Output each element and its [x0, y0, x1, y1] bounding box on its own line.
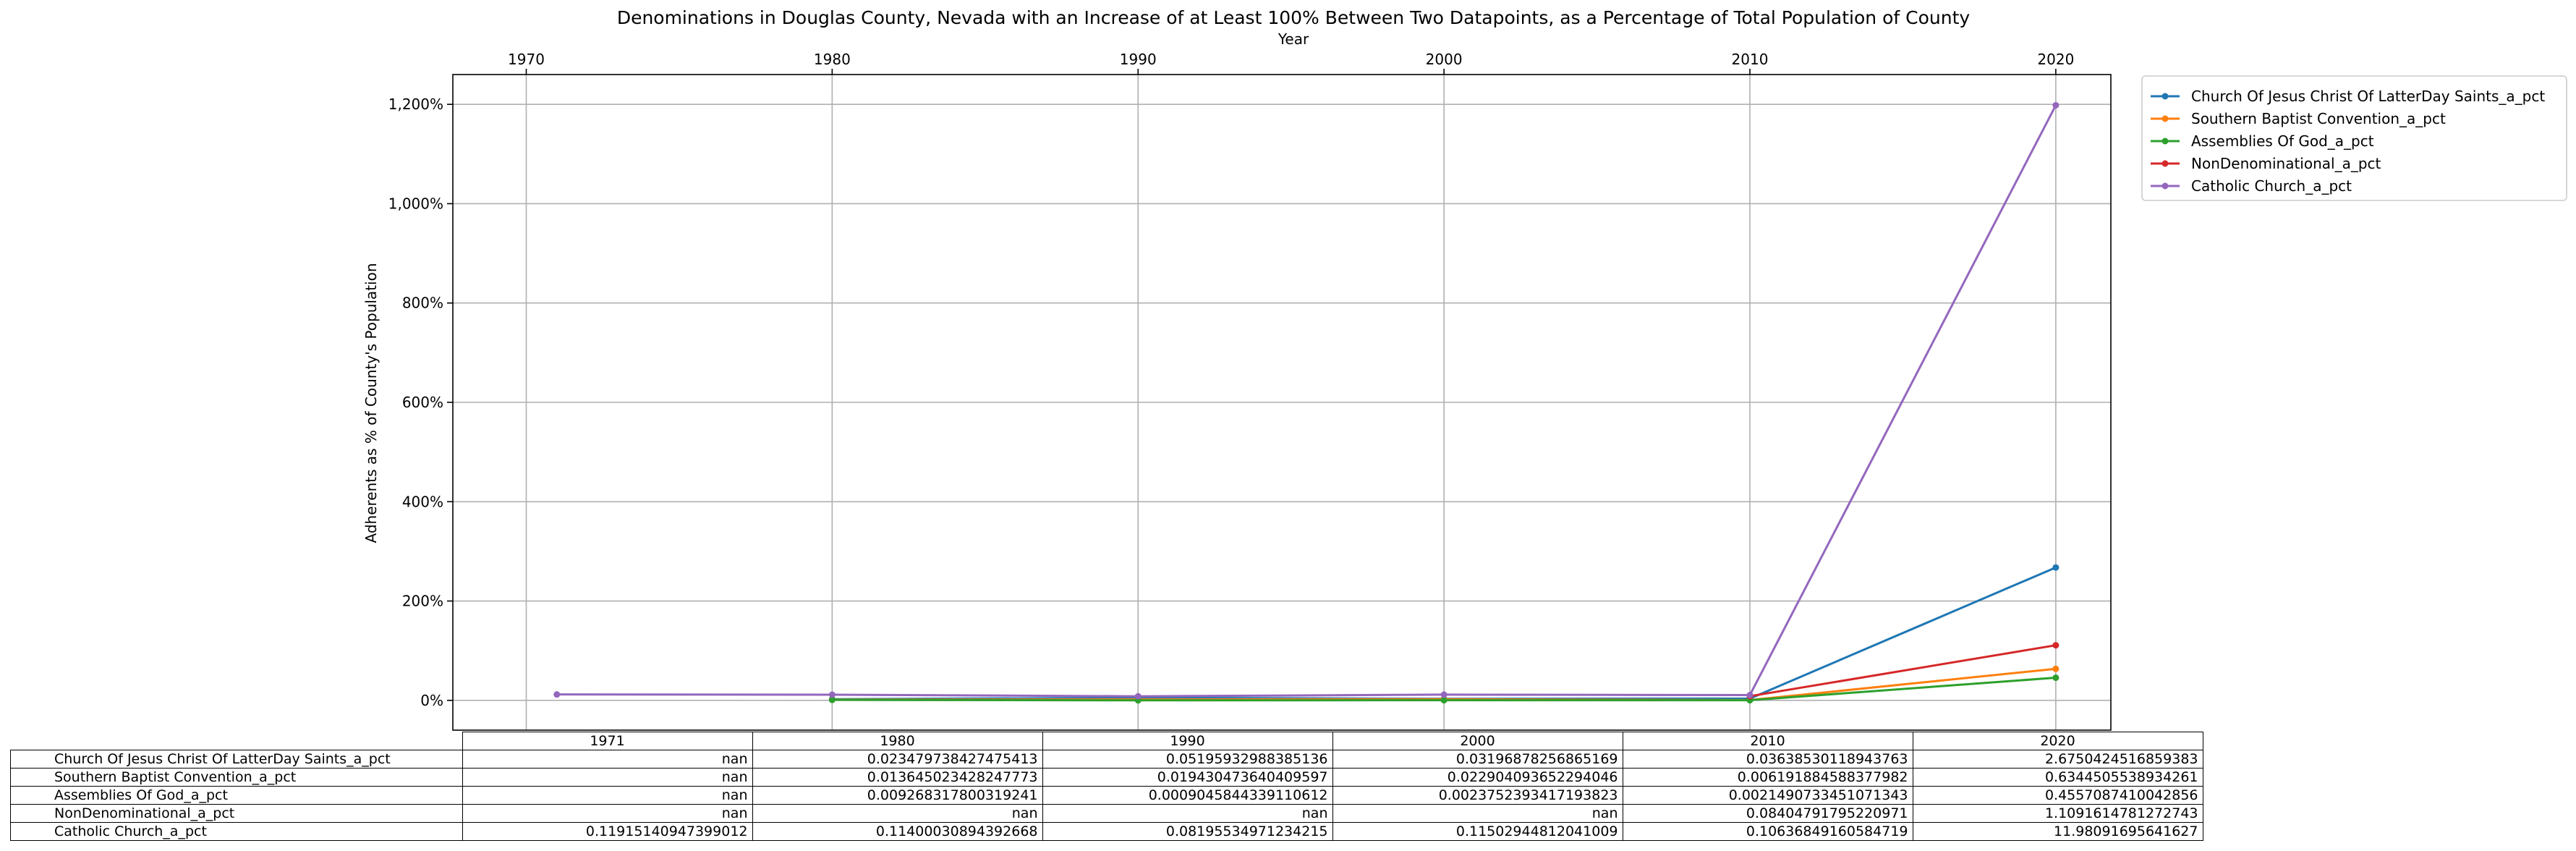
table-cell: 0.11502944812041009: [1332, 822, 1623, 841]
plot-frame: [452, 74, 2112, 731]
legend-marker: [2161, 137, 2169, 145]
line-chart: Denominations in Douglas County, Nevada …: [362, 7, 2567, 731]
table-corner: [11, 732, 463, 750]
x-axis-label: Year: [1278, 30, 1309, 48]
data-point: [2052, 642, 2059, 649]
table-cell: 0.08195534971234215: [1042, 822, 1333, 841]
table-column-header: 2020: [1912, 732, 2203, 750]
table-cell: 0.009268317800319241: [752, 786, 1043, 805]
table-cell: 0.0021490733451071343: [1622, 786, 1913, 805]
x-tick-label: 1970: [508, 51, 545, 68]
data-point: [828, 691, 836, 698]
data-point: [1746, 692, 1754, 699]
data-point: [2052, 665, 2059, 672]
table-cell: 0.4557087410042856: [1912, 786, 2203, 805]
table-cell: 0.03196878256865169: [1332, 750, 1623, 769]
table-cell: 0.05195932988385136: [1042, 750, 1333, 769]
y-tick-label: 1,000%: [388, 195, 443, 212]
table-cell: 0.013645023428247773: [752, 768, 1043, 787]
legend-marker: [2161, 182, 2169, 190]
table-cell: nan: [1042, 804, 1333, 823]
table-column-header: 1971: [462, 732, 753, 750]
series-line: [556, 104, 2057, 698]
chart-title: Denominations in Douglas County, Nevada …: [617, 7, 1971, 28]
table-column-header: 2000: [1332, 732, 1623, 750]
y-axis-label: Adherents as % of County's Population: [362, 263, 380, 543]
table-cell: 0.11915140947399012: [462, 822, 753, 841]
y-tick-label: 0%: [420, 692, 443, 709]
table-column-header: 2010: [1622, 732, 1913, 750]
y-tick-label: 1,200%: [388, 96, 443, 113]
table-cell: nan: [1332, 804, 1623, 823]
table-cell: nan: [462, 786, 753, 805]
table-cell: 2.6750424516859383: [1912, 750, 2203, 769]
legend-box: [2141, 75, 2567, 201]
y-tick-label: 600%: [402, 394, 443, 411]
table-cell: 0.10636849160584719: [1622, 822, 1913, 841]
data-point: [1134, 693, 1142, 700]
legend-label: Assemblies Of God_a_pct: [2191, 132, 2374, 150]
legend: Church Of Jesus Christ Of LatterDay Sain…: [2141, 75, 2567, 201]
table-cell: 11.98091695641627: [1912, 822, 2203, 841]
legend-marker: [2161, 160, 2169, 167]
table-row-label: Southern Baptist Convention_a_pct: [10, 768, 463, 787]
table-cell: 0.0009045844339110612: [1042, 786, 1333, 805]
table-row-label: Assemblies Of God_a_pct: [10, 786, 463, 805]
table-column-header: 1990: [1042, 732, 1333, 750]
x-tick-label: 2010: [1732, 51, 1769, 68]
table-cell: 1.1091614781272743: [1912, 804, 2203, 823]
table-cell: nan: [462, 804, 753, 823]
data-point: [2052, 101, 2059, 109]
table-row: Catholic Church_a_pct 0.11915140947399012…: [10, 822, 2203, 841]
table-cell: 0.023479738427475413: [752, 750, 1043, 769]
data-point: [1440, 697, 1448, 704]
table-cell: nan: [462, 750, 753, 769]
legend-marker: [2161, 93, 2169, 100]
table-cell: 0.0023752393417193823: [1332, 786, 1623, 805]
y-tick-label: 800%: [402, 295, 443, 312]
data-point: [553, 691, 561, 698]
legend-label: Southern Baptist Convention_a_pct: [2191, 110, 2446, 127]
x-tick-label: 2000: [1426, 51, 1463, 68]
table-row-label: Catholic Church_a_pct: [10, 822, 463, 841]
data-point: [2052, 564, 2059, 571]
table-row: Church Of Jesus Christ Of LatterDay Sain…: [10, 750, 2203, 769]
table-cell: 0.03638530118943763: [1622, 750, 1913, 769]
data-point: [2052, 674, 2059, 682]
table-row-label: NonDenominational_a_pct: [10, 804, 463, 823]
legend-label: NonDenominational_a_pct: [2191, 155, 2381, 172]
table-cell: nan: [462, 768, 753, 787]
table-cell: nan: [752, 804, 1043, 823]
table-row: Assemblies Of God_a_pct nan 0.009268317800…: [10, 786, 2203, 805]
data-point: [828, 696, 836, 703]
x-tick-label: 1980: [814, 51, 851, 68]
table-cell: 0.11400030894392668: [752, 822, 1043, 841]
table-row-label: Church Of Jesus Christ Of LatterDay Sain…: [10, 750, 463, 769]
y-tick-label: 400%: [402, 493, 443, 510]
table-row: Southern Baptist Convention_a_pct nan 0.01…: [10, 768, 2203, 787]
data-table: 1971 1980 1990 2000 2010 2020 Church Of Jesus …: [10, 732, 2203, 841]
series-line: [1749, 644, 2057, 698]
legend-marker: [2161, 115, 2169, 122]
data-point: [1440, 691, 1448, 698]
x-tick-label: 2020: [2037, 51, 2074, 68]
series-lines: [553, 101, 2059, 704]
table-column-header: 1980: [752, 732, 1043, 750]
legend-label: Church Of Jesus Christ Of LatterDay Sain…: [2191, 88, 2545, 105]
table-row: NonDenominational_a_pct nan nan nan nan 0.084…: [10, 804, 2203, 823]
y-tick-label: 200%: [402, 593, 443, 610]
table-header-row: 1971 1980 1990 2000 2010 2020: [11, 732, 2203, 750]
y-axis-ticks: 0% 200% 400% 600% 800% 1,000% 1,200%: [388, 96, 453, 709]
table-cell: 0.6344505538934261: [1912, 768, 2203, 787]
grid-lines: [453, 75, 2111, 730]
table-cell: 0.006191884588377982: [1622, 768, 1913, 787]
x-axis-ticks: 1970 1980 1990 2000 2010 2020: [508, 51, 2074, 75]
legend-label: Catholic Church_a_pct: [2191, 177, 2352, 195]
table-cell: 0.022904093652294046: [1332, 768, 1623, 787]
x-tick-label: 1990: [1120, 51, 1157, 68]
table-cell: 0.08404791795220971: [1622, 804, 1913, 823]
table-cell: 0.019430473640409597: [1042, 768, 1333, 787]
